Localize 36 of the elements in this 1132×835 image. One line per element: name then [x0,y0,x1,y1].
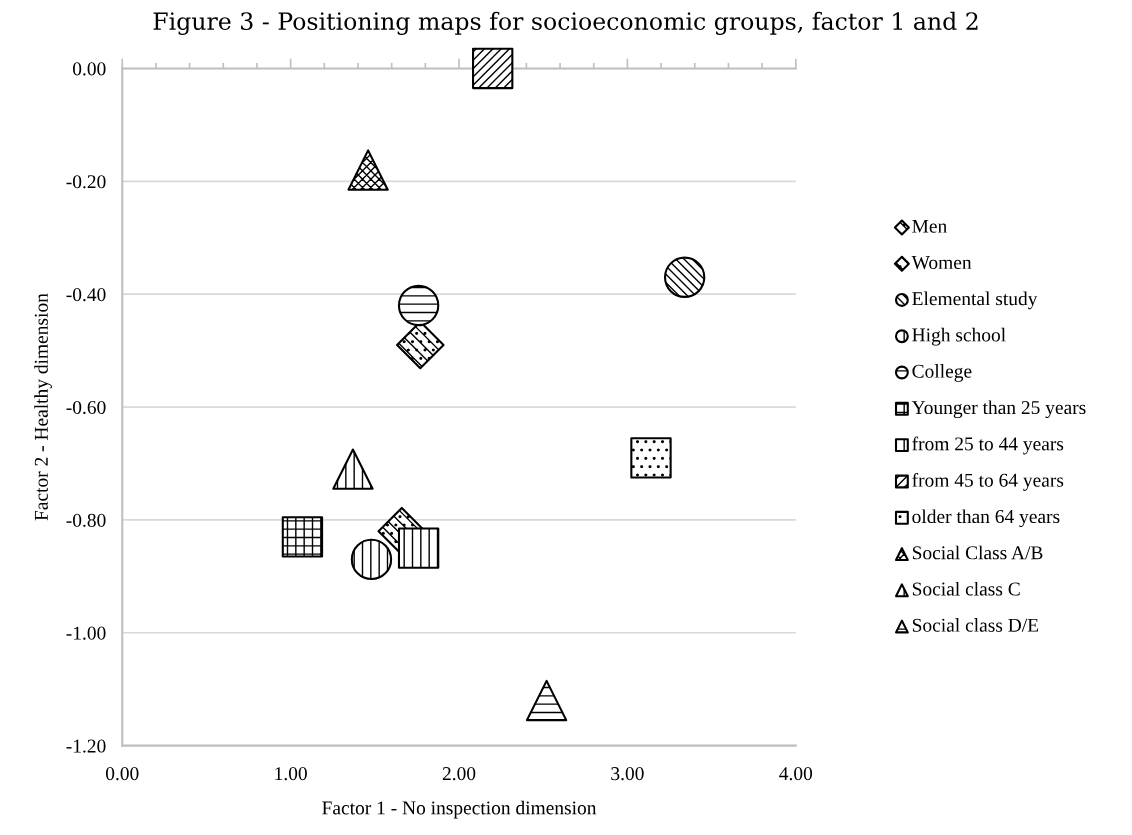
y-tick-label: -1.20 [66,739,106,753]
legend-label: Women [911,256,972,270]
legend-label: Social Class A/B [912,545,1043,560]
y-tick-label: -0.60 [66,400,106,415]
legend-label: Younger than 25 years [911,400,1086,419]
point [663,256,706,298]
x-tick-label: 4.00 [779,767,813,781]
point [347,149,389,191]
point [630,437,672,479]
point [350,538,393,581]
y-tick-label: 0.00 [73,62,106,76]
x-tick-label: 2.00 [442,767,476,781]
y-tick-label: -0.20 [66,175,106,189]
legend-label: Elemental study [912,291,1038,310]
x-tick-label: 1.00 [275,767,307,781]
point [472,47,514,90]
point [397,284,440,327]
y-tick-label: -0.80 [66,513,106,527]
legend-label: Men [912,219,947,233]
legend-label: from 25 to 44 years [912,436,1064,455]
legend-label: Social class C [912,581,1020,596]
x-tick-label: 0.00 [105,767,139,781]
legend-label: Social class D/E [912,618,1039,632]
y-tick-label: -0.40 [66,288,106,302]
point [281,516,324,558]
x-axis-title: Factor 1 - No inspection dimension [322,800,597,819]
y-axis-title: Factor 2 - Healthy dimension [34,293,52,521]
point [397,527,440,569]
legend-label: College [912,364,972,382]
x-tick-label: 3.00 [611,767,644,781]
legend-label: from 45 to 64 years [912,472,1064,491]
legend-label: High school [912,327,1006,346]
legend-label: older than 64 years [912,509,1060,528]
point [525,679,568,722]
chart-title: Figure 3 - Positioning maps for socioeconomic groups, factor 1 and 2 [153,11,978,35]
y-tick-label: -1.00 [66,626,106,640]
